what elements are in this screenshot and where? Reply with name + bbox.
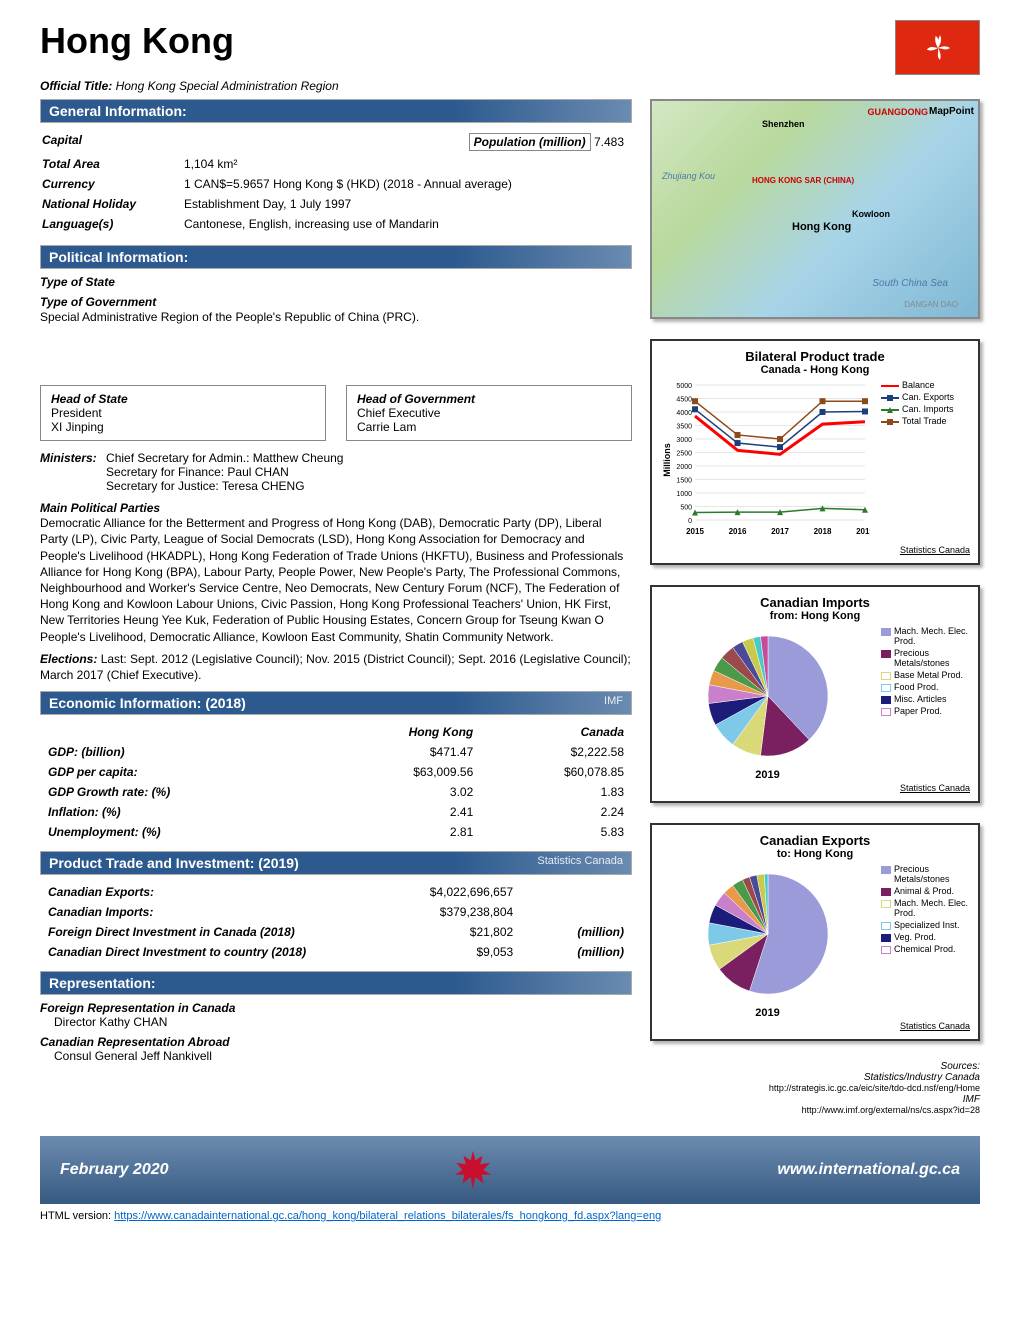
official-title: Official Title: Hong Kong Special Admini… (40, 79, 980, 93)
svg-text:2016: 2016 (729, 527, 747, 536)
svg-text:2000: 2000 (676, 464, 692, 471)
svg-text:3500: 3500 (676, 424, 692, 431)
svg-text:5000: 5000 (676, 383, 692, 390)
exports-pie: Canadian Exports to: Hong Kong 2019 Prec… (650, 823, 980, 1041)
svg-text:2017: 2017 (771, 527, 789, 536)
svg-text:500: 500 (680, 505, 692, 512)
footer-bar: February 2020 www.international.gc.ca (40, 1136, 980, 1204)
type-of-gov-label: Type of Government (40, 295, 632, 309)
canadian-rep-value: Consul General Jeff Nankivell (40, 1049, 632, 1063)
svg-text:Millions: Millions (662, 443, 672, 477)
svg-text:1500: 1500 (676, 478, 692, 485)
head-of-government-box: Head of Government Chief Executive Carri… (346, 385, 632, 441)
header: Hong Kong (40, 20, 980, 75)
section-trade: Product Trade and Investment: (2019)Stat… (40, 851, 632, 875)
parties-label: Main Political Parties (40, 501, 632, 515)
section-economic: Economic Information: (2018)IMF (40, 691, 632, 715)
svg-text:2019: 2019 (856, 527, 870, 536)
svg-text:2015: 2015 (686, 527, 704, 536)
svg-text:1000: 1000 (676, 491, 692, 498)
html-link[interactable]: https://www.canadainternational.gc.ca/ho… (114, 1210, 661, 1222)
section-representation: Representation: (40, 971, 632, 995)
elections-text: Elections: Last: Sept. 2012 (Legislative… (40, 651, 632, 683)
trade-table: Canadian Exports:$4,022,696,657Canadian … (40, 881, 632, 963)
imports-pie: Canadian Imports from: Hong Kong 2019 Ma… (650, 585, 980, 803)
svg-text:4000: 4000 (676, 410, 692, 417)
html-version-link: HTML version: https://www.canadainternat… (40, 1210, 980, 1222)
section-political: Political Information: (40, 245, 632, 269)
type-of-state-label: Type of State (40, 275, 632, 289)
foreign-rep-label: Foreign Representation in Canada (40, 1001, 632, 1015)
maple-leaf-icon (449, 1146, 497, 1194)
economic-table: Hong KongCanada GDP: (billion)$471.47$2,… (40, 721, 632, 843)
source-link-2[interactable]: http://www.imf.org/external/ns/cs.aspx?i… (802, 1105, 980, 1115)
trade-chart: Bilateral Product trade Canada - Hong Ko… (650, 339, 980, 565)
foreign-rep-value: Director Kathy CHAN (40, 1015, 632, 1029)
parties-text: Democratic Alliance for the Betterment a… (40, 515, 632, 645)
flag-icon (895, 20, 980, 75)
type-of-gov-value: Special Administrative Region of the Peo… (40, 309, 632, 325)
head-of-state-box: Head of State President XI Jinping (40, 385, 326, 441)
section-general: General Information: (40, 99, 632, 123)
map: GUANGDONG MapPoint Shenzhen HONG KONG SA… (650, 99, 980, 319)
svg-text:2500: 2500 (676, 451, 692, 458)
sources: Sources: Statistics/Industry Canada http… (650, 1061, 980, 1116)
page-title: Hong Kong (40, 20, 234, 62)
svg-text:3000: 3000 (676, 437, 692, 444)
svg-text:0: 0 (688, 518, 692, 525)
source-link-1[interactable]: http://strategis.ic.gc.ca/eic/site/tdo-d… (769, 1083, 980, 1093)
svg-text:2018: 2018 (814, 527, 832, 536)
svg-text:4500: 4500 (676, 397, 692, 404)
ministers: Ministers: Chief Secretary for Admin.: M… (40, 451, 632, 493)
general-info-table: Capital Population (million) 7.483 Total… (40, 129, 632, 235)
canadian-rep-label: Canadian Representation Abroad (40, 1035, 632, 1049)
